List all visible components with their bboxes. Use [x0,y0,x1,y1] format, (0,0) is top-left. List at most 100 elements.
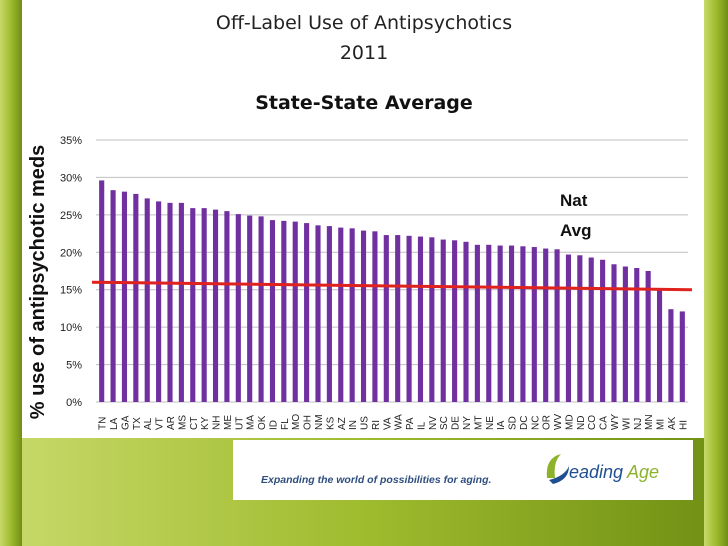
bar [588,257,594,402]
bar [338,227,344,402]
x-tick-label: OH [303,415,314,430]
bar [668,309,674,402]
x-tick-label: VA [382,417,393,430]
bar [577,255,583,402]
x-tick-label: SC [439,416,450,430]
bar [406,235,412,402]
x-tick-label: RI [371,420,382,430]
bar [269,220,276,402]
bar [224,211,230,402]
x-tick-label: WA [394,414,405,430]
y-tick-label: 15% [60,285,82,297]
y-axis-label: % use of antipsychotic meds [27,145,49,420]
bar [554,249,560,402]
bar [247,215,253,402]
bar-chart: 0% 5% 10% 15% 20% 25% 30% 35% % use of antipsych… [27,135,693,430]
x-tick-label: PA [405,417,416,430]
bar [634,268,640,402]
bar [543,248,549,402]
x-tick-label: MT [473,416,484,430]
x-tick-label: MA [246,415,257,430]
bar [508,245,515,402]
bar [383,235,389,402]
bar [167,202,173,402]
x-tick-label: ID [268,420,279,430]
x-tick-label: SD [508,416,519,430]
bar [429,237,435,402]
x-tick-label: NH [212,416,223,430]
x-tick-label: DE [451,416,462,430]
bar [201,208,207,402]
x-tick-label: IL [416,421,427,430]
x-tick-label: UT [234,417,245,430]
x-tick-label: MN [644,414,655,430]
bar [315,225,321,402]
svg-text:eading: eading [569,462,623,482]
x-tick-label: VT [155,417,166,430]
reference-line-label-nat: Nat [560,191,588,210]
x-tick-label: CO [587,415,598,430]
bar [349,228,355,402]
x-tick-label: MD [564,414,575,430]
x-tick-label: HI [678,420,689,430]
x-tick-label: TX [132,417,143,430]
footer-banner: Expanding the world of possibilities for… [233,440,693,500]
x-tick-label: AL [143,417,154,430]
bar [497,245,503,402]
left-green-band [0,0,22,546]
y-tick-label: 25% [60,210,82,222]
x-tick-label: OK [257,415,268,430]
x-tick-label: AZ [337,417,348,430]
bar [565,254,572,402]
bar [110,190,116,402]
bar [133,193,139,402]
y-tick-label: 20% [60,247,82,259]
bar [611,264,617,402]
x-tick-label: IA [496,420,507,430]
x-tick-label: WI [621,418,632,430]
x-tick-label: MI [656,419,667,430]
y-tick-label: 10% [60,322,82,334]
national-average-line [91,280,693,292]
footer-tagline: Expanding the world of possibilities for… [261,474,492,486]
x-tick-label: MO [291,414,302,430]
slide-title-line1: Off-Label Use of Antipsychotics [215,12,513,34]
bar [144,198,150,402]
bar [360,230,367,402]
bar [417,236,424,402]
bar [452,240,458,402]
x-tick-label: CA [599,416,610,430]
y-tick-label: 30% [60,172,82,184]
x-tick-label: WY [610,414,621,430]
bar [531,247,537,402]
bar [212,209,219,402]
x-tick-label: AR [166,416,177,430]
x-tick-label: ME [223,415,234,430]
y-tick-label: 35% [60,135,82,147]
bar [258,216,264,402]
x-tick-label: GA [120,415,131,430]
x-tick-label: MS [177,415,188,430]
bar [622,266,628,402]
bar [395,235,401,402]
y-tick-label: 0% [66,397,82,409]
bar [156,201,162,402]
bar [440,239,446,402]
bar [281,220,287,402]
reference-line-label-avg: Avg [560,221,592,240]
bar [121,191,128,402]
x-tick-label: NE [485,416,496,430]
bar [520,246,526,402]
right-green-band [704,0,728,546]
x-tick-label: KS [325,416,336,430]
x-tick-label: NJ [633,418,644,430]
x-tick-label: ND [576,416,587,430]
bar [486,244,492,402]
bar [656,288,663,402]
bar [679,311,685,402]
bar [645,271,651,402]
bar [372,231,378,402]
x-tick-label: CT [189,417,200,430]
x-tick-label: TN [98,417,109,430]
x-tick-label: KY [200,416,211,430]
